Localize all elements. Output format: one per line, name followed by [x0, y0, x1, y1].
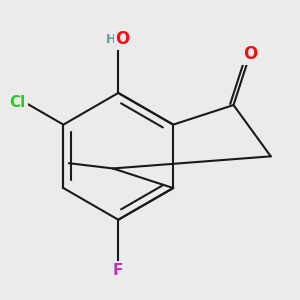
- Text: H: H: [106, 32, 116, 46]
- Text: O: O: [243, 45, 257, 63]
- Text: F: F: [113, 263, 124, 278]
- Text: HO: HO: [105, 32, 131, 46]
- Text: O: O: [116, 30, 130, 48]
- Text: HO: HO: [105, 32, 131, 46]
- Text: Cl: Cl: [9, 95, 26, 110]
